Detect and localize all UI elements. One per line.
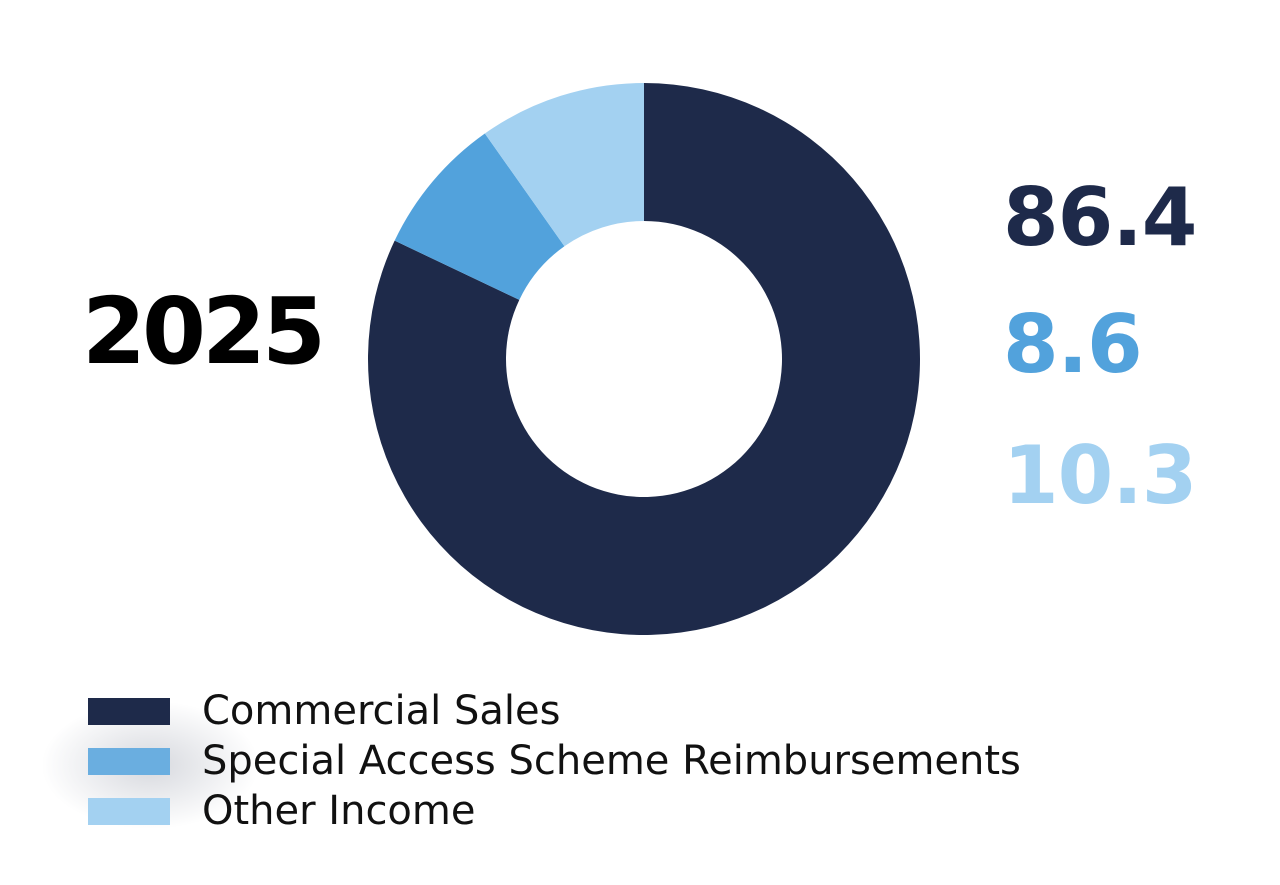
legend-swatch — [88, 697, 170, 725]
value-label-commercial-sales: 86.4 — [1003, 171, 1197, 264]
slice-commercial-sales — [367, 83, 920, 635]
legend-label: Commercial Sales — [202, 688, 561, 734]
legend-label: Other Income — [202, 788, 476, 834]
legend-swatch — [88, 797, 170, 825]
chart-legend: Commercial Sales Special Access Scheme R… — [88, 686, 1048, 836]
legend-item-special-access-scheme: Special Access Scheme Reimbursements — [88, 736, 1048, 786]
slice-other-income — [484, 83, 644, 247]
slice-special-access-scheme — [394, 133, 565, 300]
year-label: 2025 — [82, 278, 326, 385]
value-label-special-access-scheme: 8.6 — [1003, 298, 1143, 391]
legend-swatch — [88, 747, 170, 775]
legend-item-other-income: Other Income — [88, 786, 1048, 836]
donut-slices — [367, 83, 920, 635]
value-label-other-income: 10.3 — [1003, 429, 1197, 522]
legend-label: Special Access Scheme Reimbursements — [202, 738, 1021, 784]
legend-item-commercial-sales: Commercial Sales — [88, 686, 1048, 736]
